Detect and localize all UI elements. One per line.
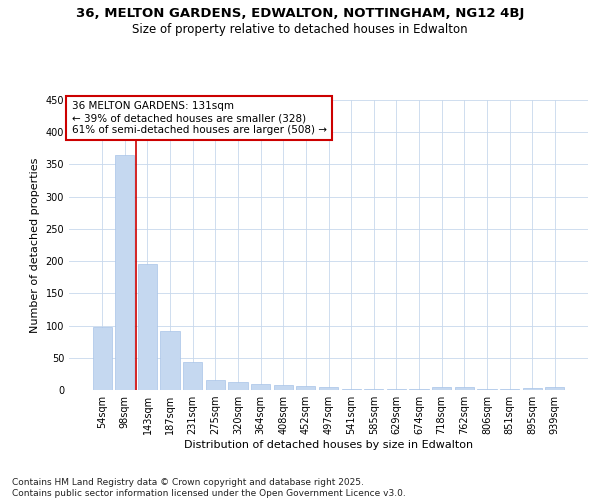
Bar bbox=[251, 384, 270, 390]
X-axis label: Distribution of detached houses by size in Edwalton: Distribution of detached houses by size … bbox=[184, 440, 473, 450]
Bar bbox=[319, 388, 338, 390]
Bar bbox=[138, 264, 157, 390]
Bar bbox=[274, 385, 293, 390]
Bar bbox=[183, 362, 202, 390]
Text: 36 MELTON GARDENS: 131sqm
← 39% of detached houses are smaller (328)
61% of semi: 36 MELTON GARDENS: 131sqm ← 39% of detac… bbox=[71, 102, 326, 134]
Text: Contains HM Land Registry data © Crown copyright and database right 2025.
Contai: Contains HM Land Registry data © Crown c… bbox=[12, 478, 406, 498]
Bar bbox=[523, 388, 542, 390]
Bar bbox=[455, 387, 474, 390]
Y-axis label: Number of detached properties: Number of detached properties bbox=[30, 158, 40, 332]
Bar bbox=[229, 382, 248, 390]
Bar bbox=[545, 388, 565, 390]
Bar bbox=[115, 155, 134, 390]
Text: Size of property relative to detached houses in Edwalton: Size of property relative to detached ho… bbox=[132, 22, 468, 36]
Bar bbox=[432, 387, 451, 390]
Bar bbox=[160, 330, 180, 390]
Bar bbox=[206, 380, 225, 390]
Bar bbox=[341, 388, 361, 390]
Text: 36, MELTON GARDENS, EDWALTON, NOTTINGHAM, NG12 4BJ: 36, MELTON GARDENS, EDWALTON, NOTTINGHAM… bbox=[76, 8, 524, 20]
Bar bbox=[92, 327, 112, 390]
Bar bbox=[296, 386, 316, 390]
